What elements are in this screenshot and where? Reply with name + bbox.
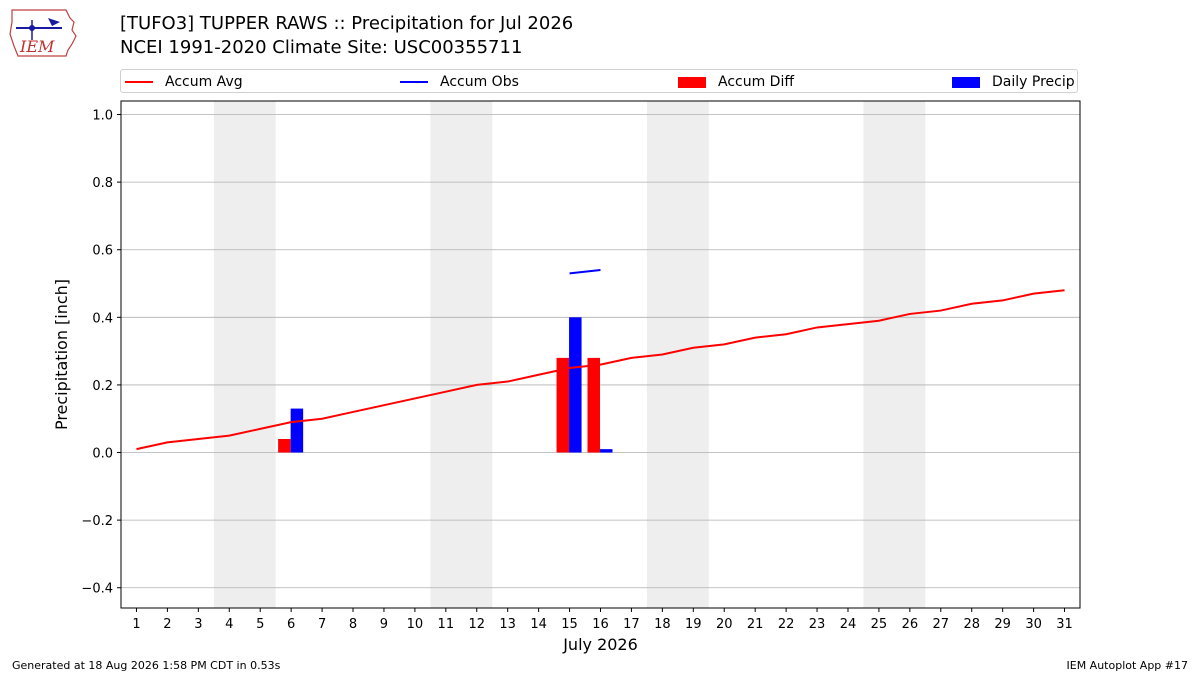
x-tick-label: 29 — [994, 617, 1011, 632]
daily-precip-bar — [569, 317, 582, 453]
x-tick-label: 14 — [530, 617, 547, 632]
footer-app: IEM Autoplot App #17 — [1066, 659, 1189, 672]
x-tick-label: 19 — [685, 617, 702, 632]
x-tick-label: 18 — [654, 617, 671, 632]
legend-label-accum-obs: Accum Obs — [440, 74, 519, 90]
x-tick-label: 13 — [499, 617, 516, 632]
x-tick-label: 20 — [716, 617, 733, 632]
x-tick-label: 3 — [194, 617, 202, 632]
x-tick-label: 10 — [407, 617, 424, 632]
y-tick-label: 0.6 — [92, 244, 113, 259]
x-tick-label: 15 — [561, 617, 578, 632]
daily-precip-bar — [600, 449, 613, 453]
x-tick-label: 8 — [349, 617, 357, 632]
x-tick-label: 2 — [163, 617, 171, 632]
accum-diff-bar — [556, 357, 570, 453]
legend-label-accum-diff: Accum Diff — [718, 74, 795, 90]
weekend-band-4 — [863, 101, 926, 608]
y-tick-label: −0.2 — [81, 514, 113, 529]
y-tick-label: 0.0 — [92, 447, 113, 462]
x-tick-label: 17 — [623, 617, 640, 632]
footer-generated: Generated at 18 Aug 2026 1:58 PM CDT in … — [12, 659, 281, 672]
y-tick-label: 0.2 — [92, 379, 113, 394]
iem-logo: IEM — [9, 9, 77, 57]
legend-item-accum-avg: Accum Avg — [125, 70, 243, 94]
x-tick-label: 31 — [1056, 617, 1073, 632]
x-tick-label: 25 — [871, 617, 888, 632]
x-tick-label: 23 — [809, 617, 826, 632]
x-tick-label: 16 — [592, 617, 609, 632]
accum-diff-bar — [278, 439, 291, 453]
y-tick-label: 0.4 — [92, 311, 113, 326]
iowa-outline-icon — [9, 9, 77, 57]
weekend-band-1 — [213, 101, 276, 608]
legend-label-daily-precip: Daily Precip — [992, 74, 1075, 90]
legend: Accum Avg Accum Obs Accum Diff Daily Pre… — [120, 69, 1078, 93]
legend-label-accum-avg: Accum Avg — [165, 74, 243, 90]
chart-title: [TUFO3] TUPPER RAWS :: Precipitation for… — [120, 13, 574, 34]
x-tick-label: 4 — [225, 617, 233, 632]
accum-obs-line — [569, 269, 601, 275]
chart-subtitle: NCEI 1991-2020 Climate Site: USC00355711 — [120, 37, 523, 58]
legend-item-accum-obs: Accum Obs — [400, 70, 519, 94]
plot-frame — [120, 100, 1081, 609]
legend-swatch-accum-diff — [678, 76, 706, 88]
x-tick-label: 1 — [132, 617, 140, 632]
weekend-band-2 — [430, 101, 493, 608]
x-tick-label: 5 — [256, 617, 264, 632]
y-tick-label: −0.4 — [81, 582, 113, 597]
legend-swatch-accum-obs — [400, 81, 428, 83]
x-tick-label: 9 — [380, 617, 388, 632]
y-axis-label: Precipitation [inch] — [52, 279, 71, 430]
x-tick-label: 6 — [287, 617, 295, 632]
legend-item-daily-precip: Daily Precip — [952, 70, 1075, 94]
x-tick-label: 22 — [778, 617, 795, 632]
logo-text: IEM — [19, 37, 55, 56]
y-tick-label: 1.0 — [92, 109, 113, 124]
x-tick-label: 11 — [438, 617, 455, 632]
x-tick-label: 21 — [747, 617, 764, 632]
daily-precip-bar — [290, 408, 304, 453]
legend-swatch-daily-precip — [952, 76, 980, 88]
accum-diff-bar — [587, 357, 600, 453]
y-tick-label: 0.8 — [92, 176, 113, 191]
x-tick-label: 24 — [840, 617, 857, 632]
x-tick-label: 12 — [468, 617, 485, 632]
x-tick-label: 7 — [318, 617, 326, 632]
legend-item-accum-diff: Accum Diff — [678, 70, 794, 94]
x-tick-label: 27 — [933, 617, 950, 632]
x-tick-label: 26 — [902, 617, 919, 632]
x-tick-label: 30 — [1025, 617, 1042, 632]
x-tick-label: 28 — [963, 617, 980, 632]
accum-avg-line — [136, 289, 1065, 451]
legend-swatch-accum-avg — [125, 81, 153, 83]
x-axis-label: July 2026 — [562, 635, 638, 654]
